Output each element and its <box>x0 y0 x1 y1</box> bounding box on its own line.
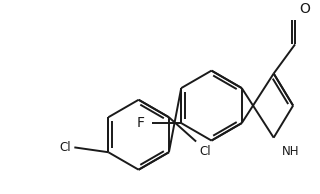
Text: Cl: Cl <box>60 141 71 154</box>
Text: F: F <box>136 116 144 130</box>
Text: NH: NH <box>281 146 299 158</box>
Text: O: O <box>299 2 310 16</box>
Text: Cl: Cl <box>199 146 211 158</box>
